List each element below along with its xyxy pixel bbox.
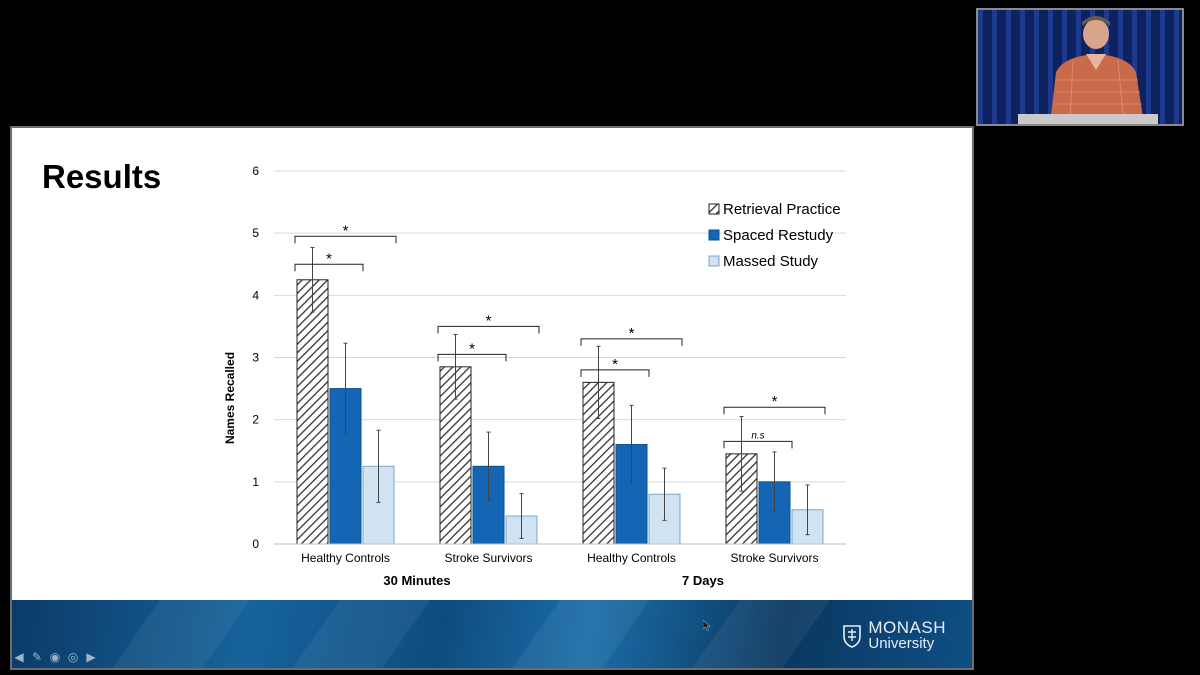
legend-swatch xyxy=(708,229,720,241)
previous-slide-icon[interactable]: ◀ xyxy=(14,650,24,664)
legend-entry: Massed Study xyxy=(723,253,819,270)
legend: Retrieval Practice Spaced Restudy Massed S… xyxy=(708,201,841,270)
mouse-cursor-icon xyxy=(703,620,711,631)
y-tick-label: 2 xyxy=(252,413,259,427)
pen-tool-icon[interactable]: ✎ xyxy=(31,650,43,664)
shield-icon xyxy=(843,625,862,648)
significance-bracket xyxy=(580,369,650,377)
x-tick-label: Healthy Controls xyxy=(301,551,390,565)
significance-label: n.s xyxy=(751,430,764,441)
y-tick-label: 1 xyxy=(252,475,259,489)
legend-swatch xyxy=(708,203,720,215)
monash-logo: MONASH University xyxy=(842,618,946,652)
slide-footer-banner: MONASH University xyxy=(12,600,972,668)
y-tick-label: 6 xyxy=(252,164,259,178)
logo-line2: University xyxy=(868,635,935,652)
slide-title: Results xyxy=(42,158,162,195)
x-tick-label: Stroke Survivors xyxy=(730,551,818,565)
logo-line1: MONASH xyxy=(868,618,946,637)
y-tick-label: 5 xyxy=(252,226,259,240)
significance-label: * xyxy=(772,393,778,410)
slide-navigation-controls[interactable]: ◀ ✎ ◉ ◎ ▶ xyxy=(12,650,98,664)
significance-label: * xyxy=(629,325,635,342)
significance-label: * xyxy=(343,222,349,239)
significance-bracket xyxy=(294,263,364,272)
bars xyxy=(296,279,824,545)
zoom-icon[interactable]: ◎ xyxy=(67,650,79,664)
presenter-webcam xyxy=(976,8,1184,126)
x-tick-label: Stroke Survivors xyxy=(444,551,532,565)
significance-label: * xyxy=(326,250,332,267)
significance-brackets: * * * * * * * n.s xyxy=(294,222,826,449)
slides-overview-icon[interactable]: ◉ xyxy=(49,650,61,664)
y-tick-labels: 0 1 2 3 4 5 6 xyxy=(252,164,259,551)
legend-swatch xyxy=(708,255,720,267)
significance-bracket xyxy=(294,235,397,244)
significance-bracket xyxy=(723,440,793,449)
x-tick-label: Healthy Controls xyxy=(587,551,676,565)
group-labels: 30 Minutes 7 Days xyxy=(383,573,724,588)
significance-label: * xyxy=(612,356,618,373)
group-label: 30 Minutes xyxy=(383,573,450,588)
y-tick-label: 3 xyxy=(252,351,259,365)
x-tick-labels: Healthy Controls Stroke Survivors Healthy … xyxy=(301,551,818,565)
error-bars xyxy=(310,246,810,539)
bar xyxy=(296,279,329,545)
presenter-figure-icon xyxy=(978,10,1182,124)
significance-bracket xyxy=(723,406,826,415)
y-tick-label: 0 xyxy=(252,537,259,551)
y-axis-label: Names Recalled xyxy=(223,352,237,444)
presentation-slide: Results 0 1 2 3 4 5 6 Names Recalled * * * * * * * n.… xyxy=(10,126,974,670)
significance-bracket xyxy=(437,325,540,334)
legend-entry: Retrieval Practice xyxy=(723,201,841,218)
legend-entry: Spaced Restudy xyxy=(723,227,834,244)
bar-chart: 0 1 2 3 4 5 6 Names Recalled * * * * * * * n.s Health… xyxy=(223,164,846,588)
significance-bracket xyxy=(437,353,507,362)
significance-bracket xyxy=(580,338,683,346)
group-label: 7 Days xyxy=(682,573,724,588)
significance-label: * xyxy=(486,312,492,329)
y-tick-label: 4 xyxy=(252,288,259,302)
significance-label: * xyxy=(469,340,475,357)
next-slide-icon[interactable]: ▶ xyxy=(86,650,96,664)
